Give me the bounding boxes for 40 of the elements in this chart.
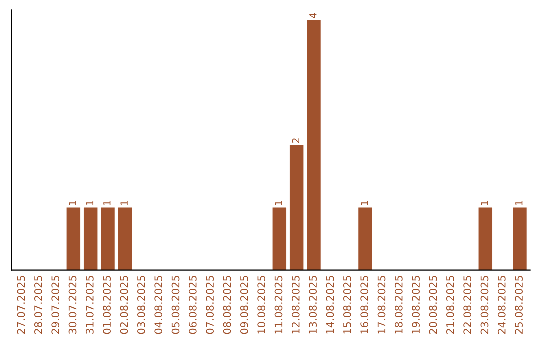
x-tick-label: 29.07.2025	[52, 276, 60, 334]
x-tick-label: 12.08.2025	[292, 276, 300, 334]
x-tick-label: 17.08.2025	[378, 276, 386, 334]
x-tick-label: 15.08.2025	[343, 276, 352, 334]
x-tick-label: 13.08.2025	[309, 276, 318, 334]
data-label: 4	[310, 13, 317, 18]
x-tick-label: 14.08.2025	[326, 276, 334, 334]
x-tick-label: 05.08.2025	[172, 276, 180, 334]
data-label: 1	[120, 201, 128, 206]
x-tick-label: 10.08.2025	[258, 276, 266, 334]
x-tick-label: 07.08.2025	[206, 276, 214, 334]
data-label: 1	[86, 201, 94, 206]
x-tick-label: 18.08.2025	[394, 276, 403, 334]
x-tick-label: 04.08.2025	[154, 276, 163, 334]
x-tick-label: 20.08.2025	[429, 276, 438, 334]
x-tick-label: 24.08.2025	[498, 276, 506, 334]
x-tick-label: 30.07.2025	[68, 276, 77, 334]
data-label: 1	[361, 201, 368, 206]
x-tick-label: 31.07.2025	[86, 276, 94, 334]
data-label: 1	[69, 201, 76, 206]
x-tick-label: 02.08.2025	[120, 276, 128, 334]
data-label: 1	[275, 201, 282, 206]
x-tick-label: 25.08.2025	[515, 276, 524, 334]
x-tick-label: 01.08.2025	[103, 276, 112, 334]
x-tick-label: 06.08.2025	[188, 276, 197, 334]
data-label: 2	[292, 138, 300, 144]
x-tick-label: 28.07.2025	[34, 276, 42, 334]
x-tick-label: 03.08.2025	[137, 276, 146, 334]
x-tick-label: 23.08.2025	[480, 276, 489, 334]
x-tick-label: 08.08.2025	[223, 276, 232, 334]
x-tick-label: 11.08.2025	[274, 276, 283, 334]
x-tick-label: 27.07.2025	[17, 276, 26, 334]
x-tick-label: 16.08.2025	[360, 276, 369, 334]
data-label: 1	[516, 201, 523, 206]
x-tick-label: 19.08.2025	[412, 276, 420, 334]
x-tick-label: 22.08.2025	[464, 276, 472, 334]
x-tick-label: 21.08.2025	[446, 276, 454, 334]
x-tick-label: 09.08.2025	[240, 276, 248, 334]
data-label: 1	[481, 201, 488, 206]
data-label: 1	[104, 201, 111, 206]
